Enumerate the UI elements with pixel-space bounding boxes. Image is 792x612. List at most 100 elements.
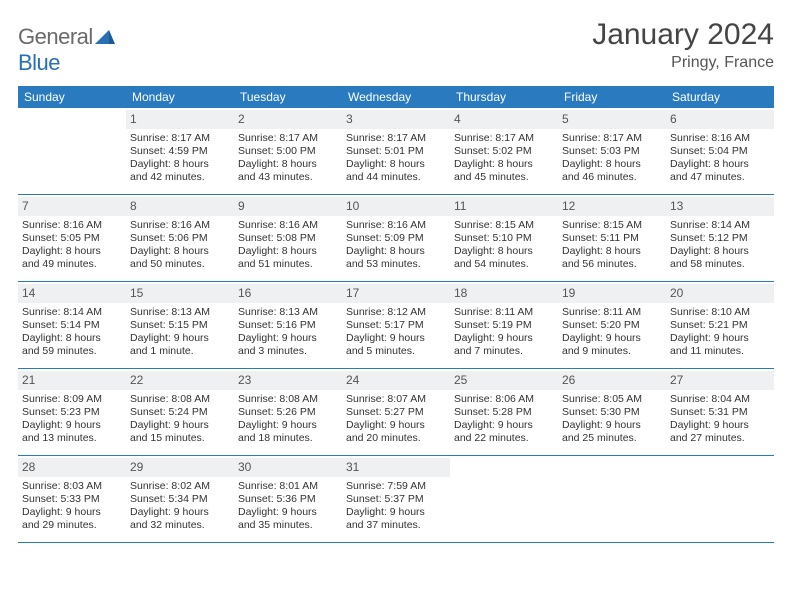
daylight-text: Daylight: 9 hours [238,506,338,519]
daylight-text: and 15 minutes. [130,432,230,445]
sunrise-text: Sunrise: 8:12 AM [346,306,446,319]
day-cell: 2Sunrise: 8:17 AMSunset: 5:00 PMDaylight… [234,108,342,194]
week-row: 28Sunrise: 8:03 AMSunset: 5:33 PMDayligh… [18,456,774,543]
daylight-text: Daylight: 8 hours [562,245,662,258]
sunset-text: Sunset: 5:28 PM [454,406,554,419]
weekday-header: Sunday [18,86,126,108]
sunset-text: Sunset: 5:12 PM [670,232,770,245]
weekday-header: Thursday [450,86,558,108]
sunrise-text: Sunrise: 7:59 AM [346,480,446,493]
day-cell: 23Sunrise: 8:08 AMSunset: 5:26 PMDayligh… [234,369,342,455]
day-number: 10 [342,197,450,216]
daylight-text: Daylight: 9 hours [346,332,446,345]
daylight-text: and 47 minutes. [670,171,770,184]
day-cell: 5Sunrise: 8:17 AMSunset: 5:03 PMDaylight… [558,108,666,194]
day-cell: 8Sunrise: 8:16 AMSunset: 5:06 PMDaylight… [126,195,234,281]
day-cell: 1Sunrise: 8:17 AMSunset: 4:59 PMDaylight… [126,108,234,194]
day-cell: 25Sunrise: 8:06 AMSunset: 5:28 PMDayligh… [450,369,558,455]
day-cell: . [450,456,558,542]
daylight-text: Daylight: 9 hours [670,332,770,345]
daylight-text: and 1 minute. [130,345,230,358]
daylight-text: Daylight: 8 hours [346,245,446,258]
day-cell: 29Sunrise: 8:02 AMSunset: 5:34 PMDayligh… [126,456,234,542]
daylight-text: Daylight: 9 hours [130,332,230,345]
week-row: 14Sunrise: 8:14 AMSunset: 5:14 PMDayligh… [18,282,774,369]
day-number: 18 [450,284,558,303]
daylight-text: and 25 minutes. [562,432,662,445]
sunset-text: Sunset: 5:37 PM [346,493,446,506]
daylight-text: and 11 minutes. [670,345,770,358]
sunrise-text: Sunrise: 8:13 AM [130,306,230,319]
sunset-text: Sunset: 5:02 PM [454,145,554,158]
day-number: 14 [18,284,126,303]
sunrise-text: Sunrise: 8:06 AM [454,393,554,406]
sunset-text: Sunset: 5:20 PM [562,319,662,332]
daylight-text: Daylight: 9 hours [562,419,662,432]
sunrise-text: Sunrise: 8:17 AM [562,132,662,145]
day-number: 15 [126,284,234,303]
day-cell: 4Sunrise: 8:17 AMSunset: 5:02 PMDaylight… [450,108,558,194]
sunset-text: Sunset: 5:06 PM [130,232,230,245]
daylight-text: and 56 minutes. [562,258,662,271]
day-cell: 18Sunrise: 8:11 AMSunset: 5:19 PMDayligh… [450,282,558,368]
sunset-text: Sunset: 5:30 PM [562,406,662,419]
day-number: 29 [126,458,234,477]
sunrise-text: Sunrise: 8:10 AM [670,306,770,319]
day-cell: 7Sunrise: 8:16 AMSunset: 5:05 PMDaylight… [18,195,126,281]
daylight-text: Daylight: 8 hours [670,245,770,258]
sunset-text: Sunset: 5:23 PM [22,406,122,419]
day-cell: . [18,108,126,194]
day-cell: 3Sunrise: 8:17 AMSunset: 5:01 PMDaylight… [342,108,450,194]
day-cell: 11Sunrise: 8:15 AMSunset: 5:10 PMDayligh… [450,195,558,281]
daylight-text: Daylight: 8 hours [670,158,770,171]
day-cell: 28Sunrise: 8:03 AMSunset: 5:33 PMDayligh… [18,456,126,542]
daylight-text: and 35 minutes. [238,519,338,532]
daylight-text: and 49 minutes. [22,258,122,271]
brand-logo: GeneralBlue [18,18,115,76]
week-row: 21Sunrise: 8:09 AMSunset: 5:23 PMDayligh… [18,369,774,456]
daylight-text: and 18 minutes. [238,432,338,445]
day-number: 24 [342,371,450,390]
day-number: 2 [234,110,342,129]
day-cell: 15 Sunrise: 8:13 AMSunset: 5:15 PMDayligh… [126,282,234,368]
daylight-text: and 46 minutes. [562,171,662,184]
sunrise-text: Sunrise: 8:16 AM [238,219,338,232]
daylight-text: Daylight: 8 hours [454,158,554,171]
brand-text: GeneralBlue [18,24,115,76]
sunrise-text: Sunrise: 8:11 AM [454,306,554,319]
weekday-header-row: Sunday Monday Tuesday Wednesday Thursday… [18,86,774,108]
sunrise-text: Sunrise: 8:07 AM [346,393,446,406]
daylight-text: Daylight: 9 hours [22,506,122,519]
daylight-text: and 22 minutes. [454,432,554,445]
daylight-text: Daylight: 9 hours [22,419,122,432]
brand-part2: Blue [18,50,60,75]
sunrise-text: Sunrise: 8:14 AM [22,306,122,319]
sunset-text: Sunset: 5:15 PM [130,319,230,332]
day-number: 31 [342,458,450,477]
daylight-text: Daylight: 8 hours [454,245,554,258]
sunset-text: Sunset: 5:04 PM [670,145,770,158]
daylight-text: Daylight: 9 hours [238,419,338,432]
sunrise-text: Sunrise: 8:16 AM [130,219,230,232]
title-block: January 2024 Pringy, France [592,18,774,72]
day-cell: 9Sunrise: 8:16 AMSunset: 5:08 PMDaylight… [234,195,342,281]
day-cell: 13Sunrise: 8:14 AMSunset: 5:12 PMDayligh… [666,195,774,281]
sunrise-text: Sunrise: 8:15 AM [562,219,662,232]
day-cell: 22Sunrise: 8:08 AMSunset: 5:24 PMDayligh… [126,369,234,455]
daylight-text: and 58 minutes. [670,258,770,271]
day-number: 19 [558,284,666,303]
sunrise-text: Sunrise: 8:16 AM [22,219,122,232]
day-number: 5 [558,110,666,129]
day-cell: 16Sunrise: 8:13 AMSunset: 5:16 PMDayligh… [234,282,342,368]
daylight-text: and 53 minutes. [346,258,446,271]
daylight-text: Daylight: 8 hours [130,245,230,258]
location-subtitle: Pringy, France [592,54,774,72]
sunrise-text: Sunrise: 8:17 AM [454,132,554,145]
sunset-text: Sunset: 5:33 PM [22,493,122,506]
day-number: 22 [126,371,234,390]
weeks-container: .1Sunrise: 8:17 AMSunset: 4:59 PMDayligh… [18,108,774,543]
daylight-text: Daylight: 9 hours [346,419,446,432]
sunrise-text: Sunrise: 8:01 AM [238,480,338,493]
day-cell: 24Sunrise: 8:07 AMSunset: 5:27 PMDayligh… [342,369,450,455]
daylight-text: and 29 minutes. [22,519,122,532]
